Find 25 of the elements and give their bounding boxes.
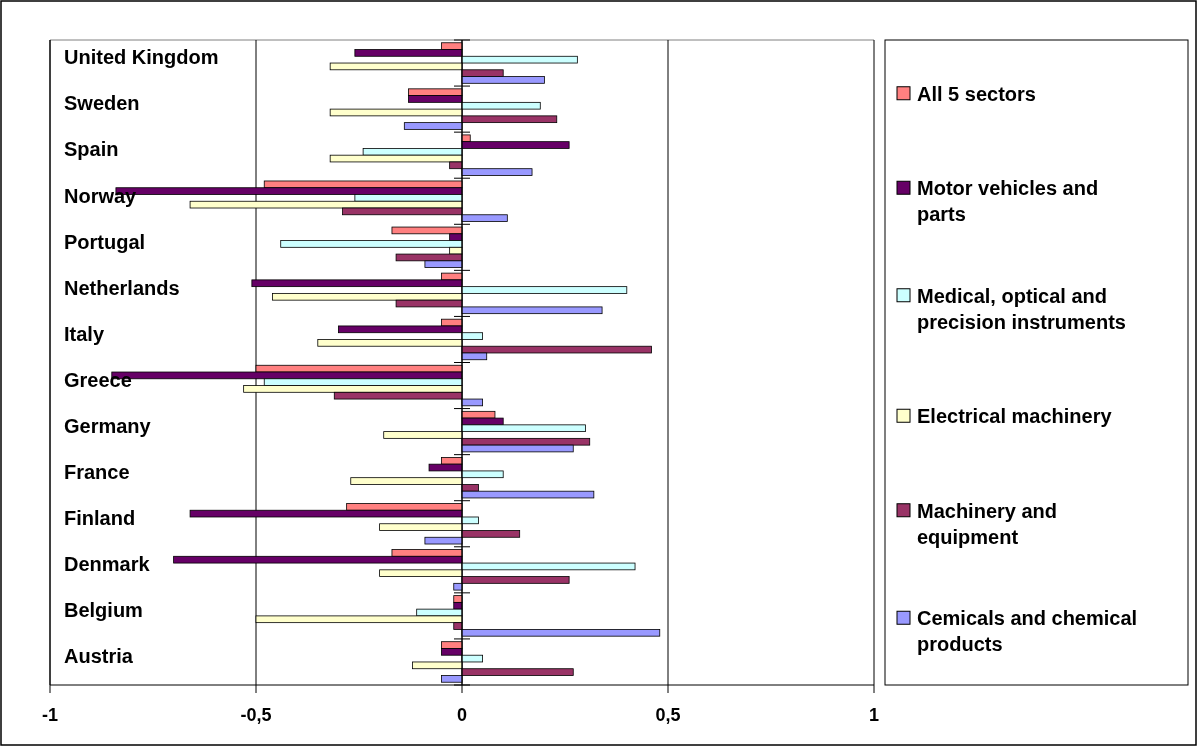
legend-label: Machinery and equipment [917, 499, 1058, 548]
y-tick-label: United Kingdom [64, 46, 219, 69]
x-tick-label: 0,5 [655, 705, 681, 725]
y-tick-label: Greece [64, 368, 132, 391]
y-tick-label: Norway [64, 184, 138, 207]
legend-label: Medical, optical and precision instruments [917, 284, 1126, 333]
y-tick-label: Spain [64, 138, 119, 161]
y-tick-label: Denmark [64, 553, 151, 576]
y-tick-label: Netherlands [64, 276, 180, 299]
y-tick-label: Austria [64, 645, 134, 668]
y-tick-label: Sweden [64, 92, 140, 115]
legend-label: Cemicals and chemical products [917, 607, 1138, 656]
x-tick-label: -0,5 [240, 705, 272, 725]
y-tick-label: Italy [64, 322, 105, 345]
legend-label: Electrical machinery [917, 405, 1113, 428]
x-tick-label: 1 [868, 705, 880, 725]
y-tick-label: Germany [64, 414, 152, 437]
y-tick-label: Finland [64, 507, 136, 530]
x-tick-label: 0 [456, 705, 468, 725]
legend-label: Motor vehicles and parts [917, 177, 1099, 226]
y-tick-label: Belgium [64, 599, 143, 622]
y-tick-label: France [64, 460, 130, 483]
legend-label: All 5 sectors [917, 82, 1036, 105]
x-tick-label: -1 [41, 705, 59, 725]
y-tick-label: Portugal [64, 230, 146, 253]
